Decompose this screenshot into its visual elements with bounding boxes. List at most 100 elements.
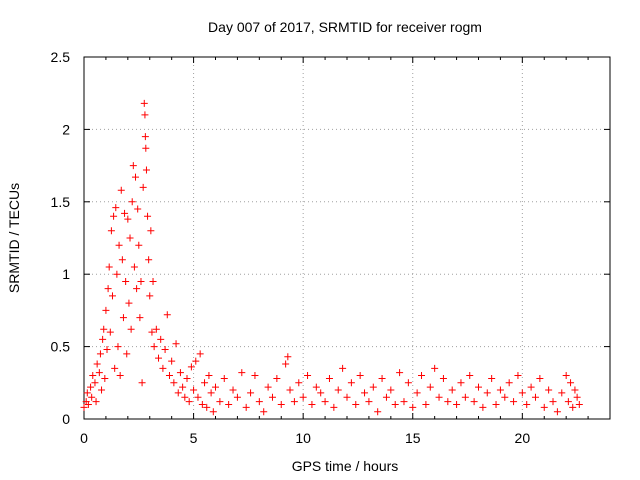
y-tick-label: 1 <box>62 266 70 282</box>
data-point <box>88 393 96 401</box>
data-point <box>194 393 202 401</box>
data-point <box>110 212 118 220</box>
data-point <box>181 393 189 401</box>
data-point <box>518 389 526 397</box>
data-point <box>183 374 191 382</box>
data-point <box>92 398 100 406</box>
data-point <box>84 401 92 409</box>
y-tick-label: 2.5 <box>51 49 71 65</box>
data-point <box>134 205 142 213</box>
data-point <box>176 369 184 377</box>
data-point <box>107 227 115 235</box>
data-point <box>334 386 342 394</box>
data-point <box>130 263 138 271</box>
data-point <box>147 227 155 235</box>
data-point <box>505 379 513 387</box>
data-point <box>114 343 122 351</box>
data-point <box>118 256 126 264</box>
data-point <box>453 401 461 409</box>
y-tick-label: 0.5 <box>51 339 71 355</box>
data-point <box>137 277 145 285</box>
data-point <box>461 393 469 401</box>
data-point <box>165 372 173 380</box>
data-point <box>135 241 143 249</box>
data-point <box>391 401 399 409</box>
data-point <box>123 350 131 358</box>
x-tick-label: 5 <box>190 430 198 446</box>
data-point <box>400 398 408 406</box>
data-point <box>168 357 176 365</box>
grid <box>84 57 610 419</box>
data-point <box>115 241 123 249</box>
data-point <box>523 401 531 409</box>
data-point <box>144 212 152 220</box>
data-point <box>540 403 548 411</box>
data-point <box>531 393 539 401</box>
data-point <box>170 379 178 387</box>
data-point <box>216 398 224 406</box>
data-point <box>571 386 579 394</box>
data-point <box>501 393 509 401</box>
data-point <box>304 372 312 380</box>
data-point <box>139 183 147 191</box>
data-point <box>87 383 95 391</box>
data-point <box>155 354 163 362</box>
x-tick-label: 10 <box>295 430 311 446</box>
data-point <box>317 389 325 397</box>
data-point <box>573 393 581 401</box>
data-point <box>466 372 474 380</box>
data-point <box>488 374 496 382</box>
data-point <box>113 270 121 278</box>
data-points <box>80 99 583 416</box>
y-tick-label: 1.5 <box>51 194 71 210</box>
data-point <box>100 325 108 333</box>
data-point <box>105 263 113 271</box>
data-point <box>569 403 577 411</box>
data-point <box>299 393 307 401</box>
data-point <box>290 398 298 406</box>
data-point <box>205 372 213 380</box>
x-tick-label: 15 <box>405 430 421 446</box>
data-point <box>286 386 294 394</box>
data-point <box>284 353 292 361</box>
data-point <box>108 292 116 300</box>
data-point <box>492 401 500 409</box>
data-point <box>207 389 215 397</box>
data-point <box>308 401 316 409</box>
data-point <box>536 374 544 382</box>
data-point <box>422 401 430 409</box>
data-point <box>141 111 149 119</box>
y-tick-label: 2 <box>62 121 70 137</box>
data-point <box>83 389 91 397</box>
data-point <box>140 99 148 107</box>
data-point <box>413 389 421 397</box>
chart-title: Day 007 of 2017, SRMTID for receiver rog… <box>208 19 482 35</box>
data-point <box>382 393 390 401</box>
data-point <box>553 408 561 416</box>
data-point <box>190 386 198 394</box>
data-point <box>233 393 241 401</box>
data-point <box>112 204 120 212</box>
data-point <box>496 386 504 394</box>
data-point <box>387 386 395 394</box>
data-point <box>510 398 518 406</box>
data-point <box>157 335 165 343</box>
data-point <box>179 383 187 391</box>
data-point <box>103 345 111 353</box>
data-point <box>111 364 119 372</box>
data-point <box>457 379 465 387</box>
data-point <box>470 398 478 406</box>
data-point <box>150 343 158 351</box>
data-point <box>106 328 114 336</box>
y-axis-label: SRMTID / TECUs <box>6 183 22 293</box>
data-point <box>277 401 285 409</box>
data-point <box>426 383 434 391</box>
x-tick-label: 0 <box>80 430 88 446</box>
data-point <box>148 328 156 336</box>
data-point <box>260 408 268 416</box>
data-point <box>159 364 167 372</box>
data-point <box>255 398 263 406</box>
data-point <box>325 374 333 382</box>
data-point <box>242 403 250 411</box>
